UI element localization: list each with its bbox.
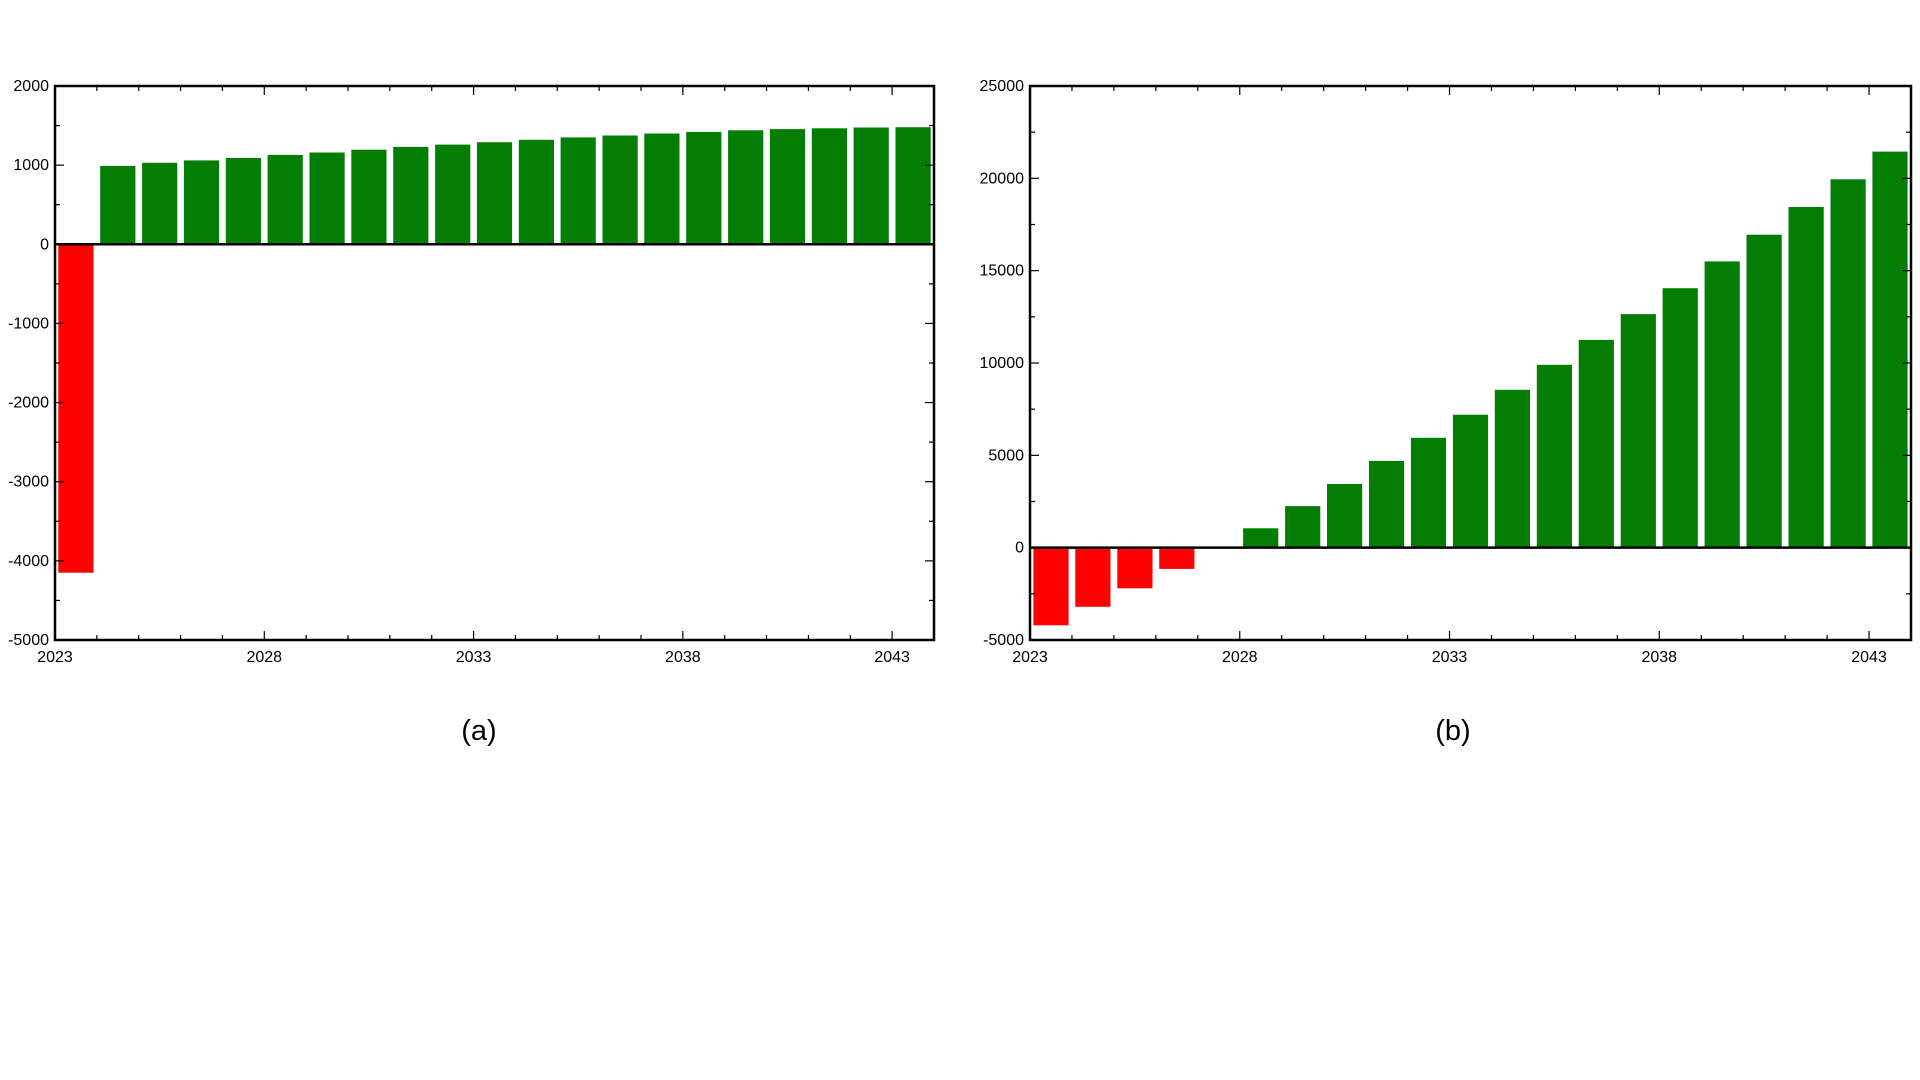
bar-b-2041 xyxy=(1788,207,1824,548)
bar-a-2043 xyxy=(895,127,931,245)
bar-a-2023 xyxy=(58,244,94,573)
chart-a: -5000 -4000 -3000 -2000 -1000 0 1000 2000 2023 20… xyxy=(8,78,936,666)
xtick-label-a: 2033 xyxy=(456,649,492,666)
bar-a-2034 xyxy=(518,139,554,245)
ytick-label-a: -5000 xyxy=(8,632,49,649)
bar-b-2028 xyxy=(1243,528,1279,548)
ytick-label-b: 10000 xyxy=(980,355,1025,372)
bar-b-2036 xyxy=(1578,339,1614,548)
xtick-label-b: 2023 xyxy=(1012,649,1048,666)
bar-b-2039 xyxy=(1704,261,1740,548)
bar-b-2030 xyxy=(1327,484,1363,548)
bar-a-2032 xyxy=(435,144,471,245)
xtick-label-a: 2023 xyxy=(37,649,73,666)
bar-b-2043 xyxy=(1872,151,1908,548)
bar-b-2035 xyxy=(1536,364,1572,548)
ytick-label-a: -1000 xyxy=(8,315,49,332)
xtick-label-a: 2028 xyxy=(246,649,282,666)
bar-a-2026 xyxy=(183,160,220,245)
bar-a-2027 xyxy=(225,158,261,245)
bar-b-2038 xyxy=(1662,288,1698,548)
ytick-label-a: 1000 xyxy=(13,157,49,174)
ytick-label-a: -4000 xyxy=(8,553,49,570)
ytick-label-b: 20000 xyxy=(980,170,1025,187)
bar-b-2029 xyxy=(1285,506,1321,548)
bar-a-2031 xyxy=(393,146,429,245)
xtick-label-a: 2038 xyxy=(665,649,701,666)
bar-b-2024 xyxy=(1075,547,1111,607)
xtick-label-b: 2028 xyxy=(1222,649,1258,666)
xtick-label-b: 2038 xyxy=(1641,649,1677,666)
bar-b-2025 xyxy=(1117,547,1153,589)
ytick-label-a: -2000 xyxy=(8,395,49,412)
bar-b-2031 xyxy=(1369,460,1405,548)
bar-a-2028 xyxy=(267,154,303,245)
xtick-label-a: 2043 xyxy=(874,649,910,666)
ytick-label-b: 15000 xyxy=(980,263,1025,280)
bar-a-2029 xyxy=(309,152,345,245)
caption-a: (a) xyxy=(461,715,496,747)
bar-a-2036 xyxy=(602,135,638,245)
bar-a-2042 xyxy=(853,127,889,245)
bar-b-2040 xyxy=(1746,234,1782,548)
ytick-label-a: 0 xyxy=(40,236,49,253)
bar-b-2023 xyxy=(1033,547,1069,626)
bar-a-2041 xyxy=(811,128,847,245)
bar-a-2035 xyxy=(560,137,596,245)
bar-b-2033 xyxy=(1452,414,1489,548)
bar-b-2037 xyxy=(1620,314,1656,548)
ytick-label-a: -3000 xyxy=(8,474,49,491)
ytick-label-b: 5000 xyxy=(988,447,1024,464)
xtick-label-b: 2033 xyxy=(1432,649,1468,666)
bar-a-2039 xyxy=(728,130,764,245)
ytick-label-b: 25000 xyxy=(980,78,1025,95)
bar-b-2032 xyxy=(1410,437,1447,548)
chart-b: -5000 0 5000 10000 15000 20000 25000 2023 2028 20… xyxy=(980,78,1913,666)
bar-a-2030 xyxy=(351,149,387,245)
bar-a-2024 xyxy=(100,165,136,245)
bar-a-2037 xyxy=(644,133,680,245)
bar-a-2025 xyxy=(142,162,178,245)
bar-b-2034 xyxy=(1494,389,1530,548)
bar-a-2038 xyxy=(686,131,722,245)
bar-b-2026 xyxy=(1159,547,1195,569)
ytick-label-b: -5000 xyxy=(983,632,1024,649)
ytick-label-a: 2000 xyxy=(13,78,49,95)
bar-a-2040 xyxy=(769,129,806,245)
bar-b-2042 xyxy=(1830,179,1866,548)
xtick-label-b: 2043 xyxy=(1851,649,1887,666)
bar-a-2033 xyxy=(476,142,513,245)
ytick-label-b: 0 xyxy=(1015,540,1024,557)
caption-b: (b) xyxy=(1435,715,1470,747)
